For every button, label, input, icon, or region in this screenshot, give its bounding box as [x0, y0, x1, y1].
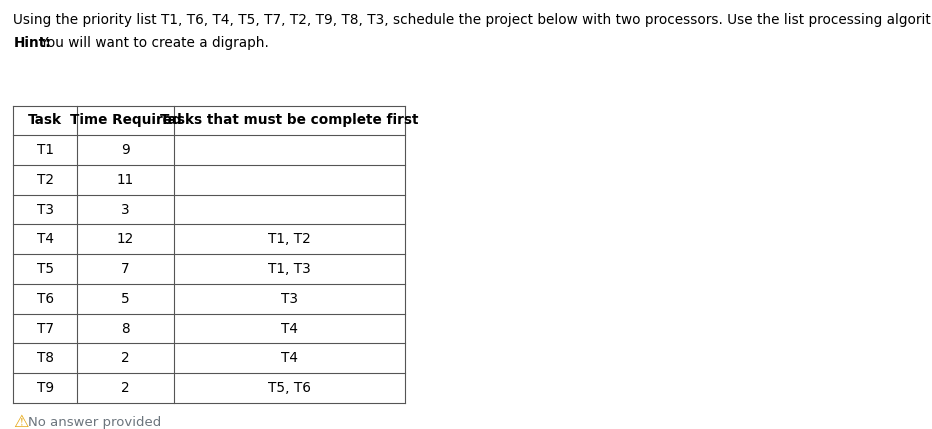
Text: T9: T9 [36, 381, 54, 395]
Text: Task: Task [28, 113, 62, 127]
Text: 2: 2 [121, 381, 130, 395]
Text: Using the priority list T1, T6, T4, T5, T7, T2, T9, T8, T3, schedule the project: Using the priority list T1, T6, T4, T5, … [13, 13, 932, 27]
Text: 9: 9 [121, 143, 130, 157]
Text: T3: T3 [36, 202, 54, 217]
Text: 7: 7 [121, 262, 130, 276]
Text: T5: T5 [36, 262, 54, 276]
Text: T1: T1 [36, 143, 54, 157]
Text: T5, T6: T5, T6 [268, 381, 311, 395]
Text: T1, T2: T1, T2 [268, 233, 311, 246]
Text: 2: 2 [121, 351, 130, 365]
Text: T6: T6 [36, 292, 54, 306]
Text: 12: 12 [116, 233, 134, 246]
Text: T4: T4 [36, 233, 54, 246]
Text: No answer provided: No answer provided [28, 416, 161, 429]
Text: 5: 5 [121, 292, 130, 306]
Text: T3: T3 [281, 292, 298, 306]
Text: T7: T7 [36, 322, 54, 335]
Text: 11: 11 [116, 173, 134, 187]
Text: Hint:: Hint: [13, 36, 51, 51]
Text: ⚠: ⚠ [13, 413, 29, 429]
Text: T1, T3: T1, T3 [268, 262, 311, 276]
Text: Tasks that must be complete first: Tasks that must be complete first [160, 113, 419, 127]
Text: 8: 8 [121, 322, 130, 335]
Text: T2: T2 [36, 173, 54, 187]
Text: T8: T8 [36, 351, 54, 365]
Text: 3: 3 [121, 202, 130, 217]
Text: Time Required: Time Required [70, 113, 182, 127]
Text: You will want to create a digraph.: You will want to create a digraph. [35, 36, 268, 51]
Text: T4: T4 [281, 322, 298, 335]
Text: T4: T4 [281, 351, 298, 365]
